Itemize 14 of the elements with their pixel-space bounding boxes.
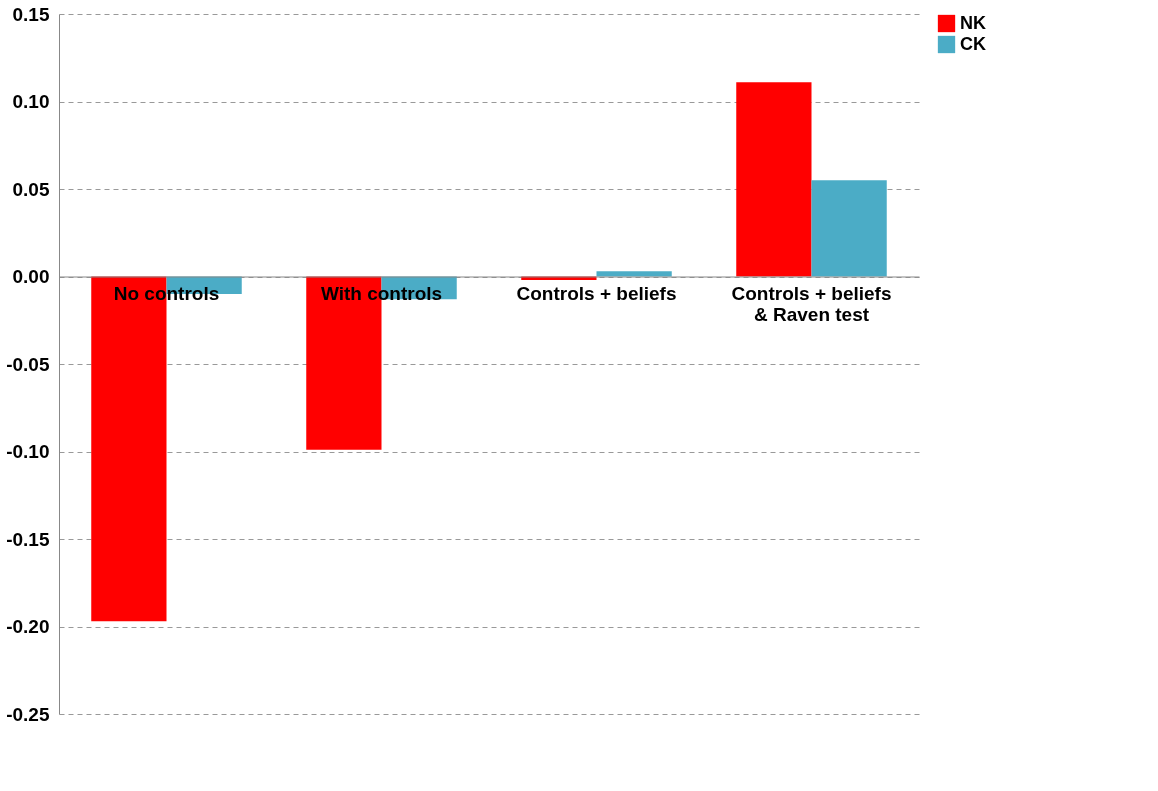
y-tick-label: 0.05 (12, 178, 50, 200)
y-tick-label: 0.10 (12, 91, 50, 112)
y-tick-label: -0.25 (6, 703, 50, 725)
y-tick-label: -0.05 (6, 353, 50, 375)
x-tick-label: Controls + beliefs (516, 283, 677, 304)
legend-label: CK (960, 33, 986, 54)
y-tick-label: -0.10 (6, 441, 50, 462)
y-tick-label: 0.00 (12, 266, 50, 287)
x-tick-label: Controls + beliefs & Raven test (731, 283, 892, 325)
y-tick-label: 0.15 (12, 3, 50, 25)
x-tick-label: No controls (113, 283, 220, 304)
y-tick-label: -0.20 (6, 616, 50, 637)
y-tick-label: -0.15 (6, 528, 50, 550)
legend-label: NK (960, 12, 986, 33)
